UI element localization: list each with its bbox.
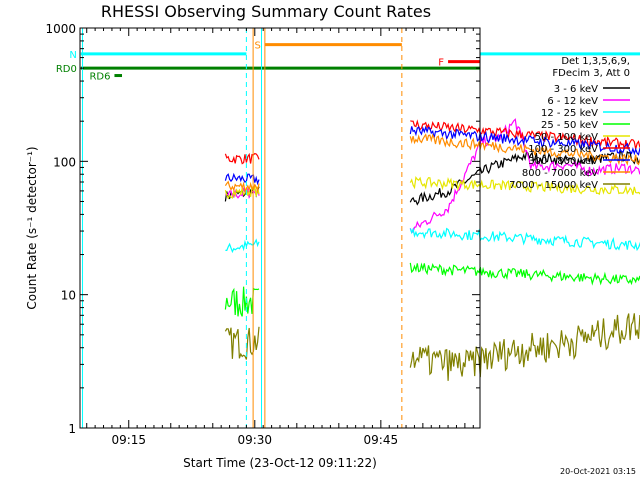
generation-timestamp: 20-Oct-2021 03:15 bbox=[560, 467, 636, 476]
legend-label-800-7000-kev: 800 - 7000 keV bbox=[522, 168, 598, 179]
series-trace-6-12-kev-seg2 bbox=[409, 118, 640, 234]
y-tick-label: 100 bbox=[53, 155, 76, 169]
legend-header-1: Det 1,3,5,6,9, bbox=[561, 56, 630, 67]
flag-layer: S N F RD0 RD6 bbox=[56, 41, 640, 83]
series-layer bbox=[224, 118, 640, 381]
x-axis-label: Start Time (23-Oct-12 09:11:22) bbox=[183, 456, 377, 470]
x-tick-label: 09:30 bbox=[237, 433, 272, 447]
y-tick-label: 1 bbox=[68, 422, 76, 436]
series-trace-7000-15000-kev-seg1 bbox=[224, 326, 260, 360]
plot-frame bbox=[79, 27, 481, 429]
y-axis-label: Count Rate (s⁻¹ detector⁻¹) bbox=[25, 146, 39, 309]
legend-label-300-800-kev: 300 - 800 keV bbox=[528, 156, 598, 167]
series-trace-12-25-kev-seg2 bbox=[409, 227, 640, 252]
series-trace-300-800-kev-seg2 bbox=[409, 125, 640, 156]
x-tick-label: 09:15 bbox=[111, 433, 146, 447]
legend-header-2: FDecim 3, Att 0 bbox=[552, 68, 630, 79]
legend-label-100-300-kev: 100 - 300 keV bbox=[528, 144, 598, 155]
legend-label-50-100-kev: 50 - 100 keV bbox=[535, 132, 599, 143]
legend-label-3-6-kev: 3 - 6 keV bbox=[554, 84, 598, 95]
flag-label-rd6: RD6 bbox=[89, 72, 110, 83]
series-trace-3-6-kev-seg2 bbox=[409, 150, 640, 206]
legend-label-6-12-kev: 6 - 12 keV bbox=[547, 96, 598, 107]
legend: Det 1,3,5,6,9, FDecim 3, Att 0 3 - 6 keV… bbox=[509, 56, 630, 191]
series-trace-100-300-kev-seg2 bbox=[410, 119, 640, 150]
flag-label-n: N bbox=[69, 50, 76, 61]
legend-label-25-50-kev: 25 - 50 keV bbox=[541, 120, 598, 131]
chart-title: RHESSI Observing Summary Count Rates bbox=[101, 2, 431, 21]
series-trace-12-25-kev-seg1 bbox=[225, 238, 260, 254]
series-trace-100-300-kev-seg1 bbox=[224, 152, 260, 165]
flag-label-f: F bbox=[438, 58, 444, 69]
series-trace-50-100-kev-seg2 bbox=[409, 176, 640, 196]
y-tick-label: 1000 bbox=[45, 22, 76, 36]
axis-layer: 09:15 09:30 09:45 1 10 100 1000 bbox=[45, 22, 480, 447]
x-tick-label: 09:45 bbox=[364, 433, 399, 447]
legend-label-7000-15000-kev: 7000 - 15000 keV bbox=[509, 180, 598, 191]
series-trace-300-800-kev-seg1 bbox=[224, 172, 260, 186]
y-tick-label: 10 bbox=[61, 289, 76, 303]
series-trace-25-50-kev-seg2 bbox=[409, 262, 640, 286]
flag-label-s: S bbox=[255, 41, 261, 52]
flag-label-rd0: RD0 bbox=[56, 64, 77, 75]
series-trace-7000-15000-kev-seg2 bbox=[409, 313, 640, 381]
vertical-markers bbox=[82, 28, 403, 428]
series-trace-800-7000-kev-seg2 bbox=[409, 133, 640, 166]
legend-label-12-25-kev: 12 - 25 keV bbox=[541, 108, 598, 119]
series-trace-25-50-kev-seg1 bbox=[224, 286, 260, 317]
